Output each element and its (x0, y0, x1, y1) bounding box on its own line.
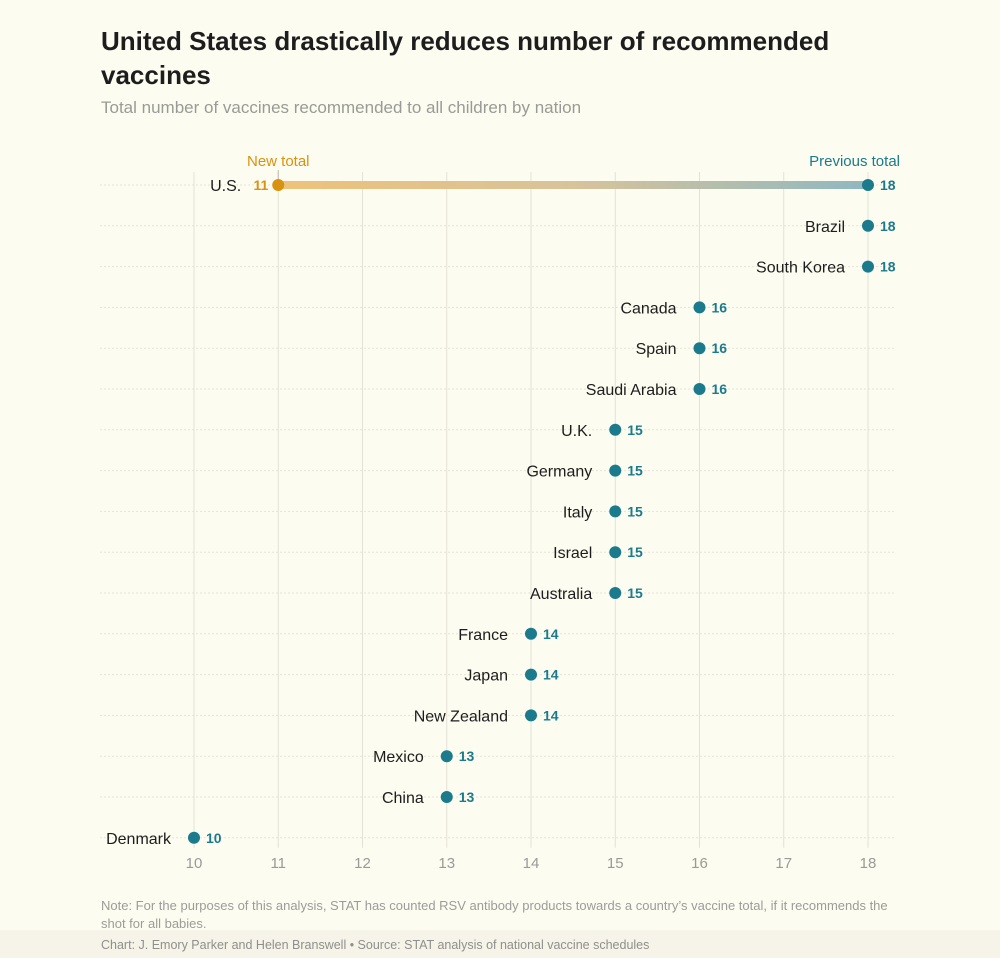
country-label: Mexico (373, 749, 424, 766)
country-label: France (458, 627, 508, 644)
data-label: 15 (627, 463, 643, 479)
country-label: Denmark (106, 831, 172, 848)
data-point (693, 383, 706, 395)
data-label: 14 (543, 626, 559, 642)
us-previous-value: 18 (880, 177, 896, 193)
data-label: 15 (627, 544, 643, 560)
data-point (440, 791, 453, 803)
country-label: U.K. (561, 423, 592, 440)
data-label: 18 (880, 259, 896, 275)
country-label: Italy (563, 504, 592, 521)
data-point (862, 260, 874, 273)
data-point (525, 668, 537, 681)
data-point (609, 546, 622, 559)
data-label: 16 (712, 299, 728, 315)
us-country-label: U.S. (210, 178, 241, 195)
data-label: 15 (627, 422, 643, 438)
data-point (188, 831, 200, 844)
x-tick-label: 14 (523, 855, 540, 872)
data-point (609, 587, 622, 599)
data-point (862, 219, 874, 232)
us-previous-dot (862, 179, 874, 191)
country-label: Israel (553, 545, 592, 562)
chart-title: United States drastically reduces number… (101, 26, 830, 90)
previous-total-label: Previous total (809, 153, 900, 170)
x-tick-label: 17 (775, 855, 792, 872)
data-point (609, 505, 622, 518)
country-label: Canada (620, 300, 676, 317)
data-point (525, 709, 537, 722)
data-label: 14 (543, 667, 559, 683)
new-total-label: New total (247, 153, 310, 170)
data-label: 15 (627, 503, 643, 519)
data-point (693, 301, 706, 314)
data-label: 13 (459, 789, 475, 805)
us-new-value: 11 (253, 177, 268, 193)
x-tick-label: 13 (438, 855, 455, 872)
country-label: Germany (526, 464, 592, 481)
country-label: South Korea (756, 260, 845, 277)
data-label: 13 (459, 748, 475, 764)
country-label: Brazil (805, 219, 845, 236)
data-point (525, 627, 537, 640)
x-tick-label: 16 (691, 855, 708, 872)
data-label: 15 (627, 585, 643, 601)
country-label: Australia (530, 586, 592, 603)
country-label: China (382, 790, 424, 807)
data-label: 16 (712, 340, 728, 356)
country-label: Spain (636, 341, 677, 358)
us-change-bar (278, 181, 868, 189)
footer-background (0, 930, 1000, 958)
data-label: 18 (880, 218, 896, 234)
country-label: Japan (464, 668, 508, 685)
country-label: Saudi Arabia (586, 382, 677, 399)
data-point (693, 342, 706, 355)
us-new-dot (272, 179, 285, 191)
chart-note: Note: For the purposes of this analysis,… (101, 898, 888, 931)
data-label: 14 (543, 707, 559, 723)
x-tick-label: 15 (607, 855, 624, 872)
chart-credit: Chart: J. Emory Parker and Helen Branswe… (101, 938, 650, 952)
data-point (440, 750, 453, 763)
country-label: New Zealand (414, 708, 508, 725)
x-tick-label: 11 (270, 855, 286, 872)
x-tick-label: 12 (354, 855, 371, 872)
x-tick-label: 10 (186, 855, 203, 872)
x-tick-label: 18 (860, 855, 877, 872)
data-point (609, 464, 622, 477)
data-label: 16 (712, 381, 728, 397)
data-point (609, 423, 622, 436)
data-label: 10 (206, 830, 222, 846)
chart-subtitle: Total number of vaccines recommended to … (101, 98, 582, 117)
